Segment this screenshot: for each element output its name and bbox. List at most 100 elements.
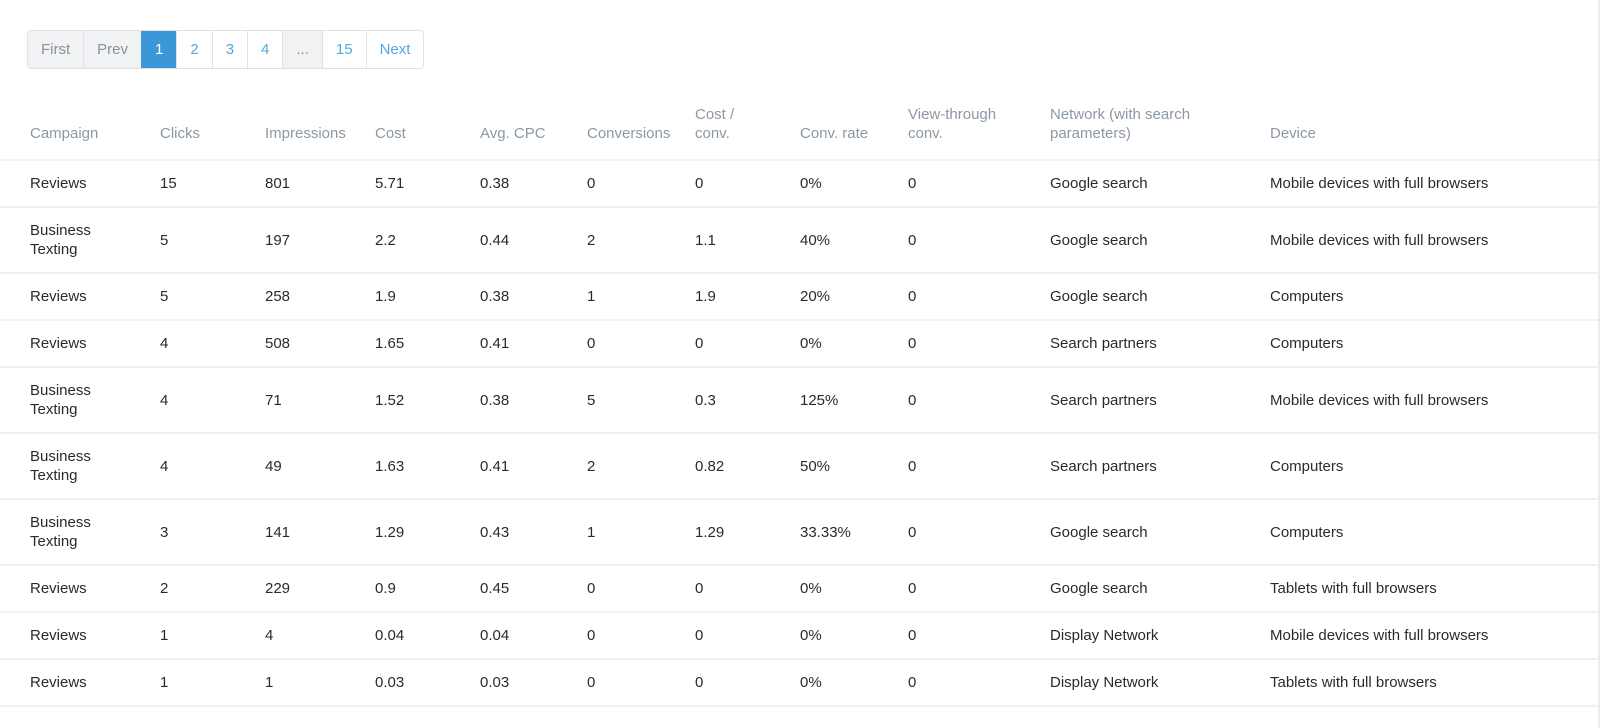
cell-clicks: 15 (160, 160, 265, 208)
cell-view-through-conv: 0 (908, 433, 1050, 500)
cell-campaign: Business Texting (0, 367, 160, 434)
cell-network: Search partners (1050, 367, 1270, 434)
cell-impressions: 508 (265, 320, 375, 368)
column-header-avg-cpc: Avg. CPC (480, 69, 587, 161)
cell-cost-per-conv: 1.1 (695, 207, 800, 274)
column-header-conv-rate: Conv. rate (800, 69, 908, 161)
cell-view-through-conv: 0 (908, 207, 1050, 274)
cell-avg-cpc: 0.38 (480, 367, 587, 434)
cell-cost-per-conv: 0 (695, 612, 800, 660)
cell-device: Computers (1270, 320, 1598, 368)
cell-conv-rate: 33.33% (800, 499, 908, 566)
table-row: Reviews 4 508 1.65 0.41 0 0 0% 0 Search partners C… (0, 320, 1598, 368)
cell-device: Tablets with full browsers (1270, 565, 1598, 613)
cell-conv-rate: 20% (800, 273, 908, 321)
cell-network: Google search (1050, 273, 1270, 321)
cell-cost-per-conv: 0.3 (695, 367, 800, 434)
cell-campaign: Business Texting (0, 207, 160, 274)
cell-campaign: Business Texting (0, 433, 160, 500)
cell-avg-cpc: 0.41 (480, 433, 587, 500)
cell-impressions: 258 (265, 273, 375, 321)
cell-impressions: 4 (265, 612, 375, 660)
cell-conv-rate: 0% (800, 659, 908, 707)
cell-conv-rate: 0% (800, 160, 908, 208)
cell-view-through-conv: 0 (908, 320, 1050, 368)
cell-conversions: 1 (587, 499, 695, 566)
page-button-1[interactable]: 1 (141, 31, 177, 68)
cell-cost: 0.04 (375, 612, 480, 660)
cell-device: Computers (1270, 273, 1598, 321)
cell-campaign: Reviews (0, 273, 160, 321)
cell-view-through-conv: 0 (908, 499, 1050, 566)
cell-cost-per-conv: 1.9 (695, 273, 800, 321)
cell-impressions: 801 (265, 160, 375, 208)
table-row: Business Texting 4 71 1.52 0.38 5 0.3 125% 0 Sear… (0, 367, 1598, 434)
cell-avg-cpc: 0.41 (480, 320, 587, 368)
cell-device: Mobile devices with full browsers (1270, 612, 1598, 660)
cell-clicks: 5 (160, 207, 265, 274)
cell-campaign: Reviews (0, 612, 160, 660)
cell-conv-rate: 0% (800, 612, 908, 660)
cell-conversions: 0 (587, 565, 695, 613)
cell-conversions: 5 (587, 367, 695, 434)
cell-conv-rate: 0% (800, 320, 908, 368)
cell-cost: 1.9 (375, 273, 480, 321)
cell-device: Computers (1270, 433, 1598, 500)
cell-avg-cpc: 0.03 (480, 659, 587, 707)
cell-conv-rate: 40% (800, 207, 908, 274)
cell-device: Mobile devices with full browsers (1270, 367, 1598, 434)
column-header-view-through-conv: View-through conv. (908, 69, 1050, 161)
cell-impressions: 49 (265, 433, 375, 500)
cell-device: Tablets with full browsers (1270, 659, 1598, 707)
cell-campaign: Reviews (0, 659, 160, 707)
cell-network: Search partners (1050, 320, 1270, 368)
cell-avg-cpc: 0.45 (480, 565, 587, 613)
cell-conv-rate: 50% (800, 433, 908, 500)
cell-cost: 0.03 (375, 659, 480, 707)
cell-impressions: 71 (265, 367, 375, 434)
cell-campaign: Reviews (0, 160, 160, 208)
table-header-row: Campaign Clicks Impressions Cost Avg. CPC Con… (0, 69, 1598, 161)
column-header-network: Network (with search parameters) (1050, 69, 1270, 161)
cell-cost: 0.9 (375, 565, 480, 613)
page-button-2[interactable]: 2 (176, 31, 212, 68)
cell-clicks: 1 (160, 612, 265, 660)
table-row: Reviews 5 258 1.9 0.38 1 1.9 20% 0 Google search C… (0, 273, 1598, 321)
cell-conversions: 1 (587, 273, 695, 321)
campaign-report-table: Campaign Clicks Impressions Cost Avg. CPC Con… (0, 69, 1598, 707)
cell-avg-cpc: 0.43 (480, 499, 587, 566)
cell-clicks: 1 (160, 659, 265, 707)
page-button-15[interactable]: 15 (321, 31, 366, 68)
cell-conv-rate: 125% (800, 367, 908, 434)
page-button-3[interactable]: 3 (211, 31, 248, 68)
cell-cost-per-conv: 0 (695, 320, 800, 368)
cell-conv-rate: 0% (800, 565, 908, 613)
cell-cost-per-conv: 1.29 (695, 499, 800, 566)
cell-network: Display Network (1050, 659, 1270, 707)
table-row: Reviews 15 801 5.71 0.38 0 0 0% 0 Google search Mo… (0, 160, 1598, 208)
cell-view-through-conv: 0 (908, 160, 1050, 208)
table-row: Reviews 1 4 0.04 0.04 0 0 0% 0 Display Network Mob… (0, 612, 1598, 660)
column-header-campaign: Campaign (0, 69, 160, 161)
column-header-cost: Cost (375, 69, 480, 161)
cell-avg-cpc: 0.04 (480, 612, 587, 660)
column-header-conversions: Conversions (587, 69, 695, 161)
page-button-4[interactable]: 4 (247, 31, 283, 68)
cell-cost: 5.71 (375, 160, 480, 208)
cell-avg-cpc: 0.38 (480, 273, 587, 321)
cell-cost-per-conv: 0 (695, 659, 800, 707)
next-page-button[interactable]: Next (365, 31, 424, 68)
cell-cost: 1.52 (375, 367, 480, 434)
pagination: First Prev 1 2 3 4... 15 Next (27, 30, 425, 69)
cell-conversions: 0 (587, 320, 695, 368)
column-header-impressions: Impressions (265, 69, 375, 161)
cell-network: Display Network (1050, 612, 1270, 660)
cell-campaign: Reviews (0, 320, 160, 368)
column-header-clicks: Clicks (160, 69, 265, 161)
cell-campaign: Business Texting (0, 499, 160, 566)
cell-clicks: 4 (160, 433, 265, 500)
cell-clicks: 2 (160, 565, 265, 613)
cell-clicks: 4 (160, 320, 265, 368)
cell-clicks: 4 (160, 367, 265, 434)
